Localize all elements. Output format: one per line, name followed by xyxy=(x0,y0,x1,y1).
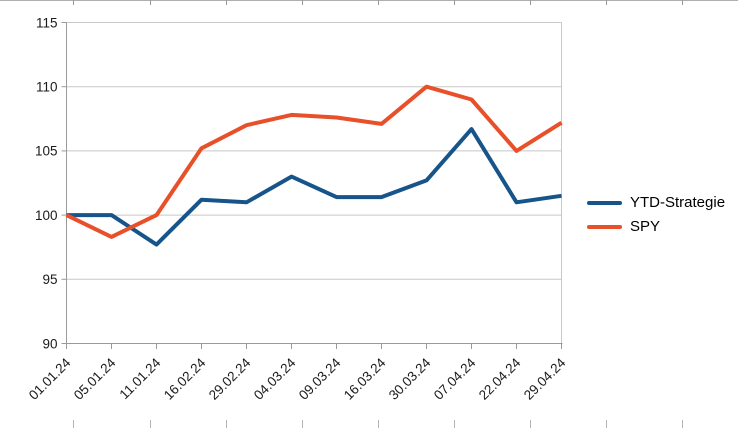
cell-border-tick-top xyxy=(378,0,379,5)
cell-border-tick-top xyxy=(226,0,227,5)
legend-swatch-ytd-strategie xyxy=(587,200,622,205)
cell-border-tick-bottom xyxy=(378,420,379,428)
cell-border-tick-bottom xyxy=(149,420,151,428)
series-line-spy[interactable] xyxy=(65,84,563,239)
x-axis-label-01.01.24: 01.01.24 xyxy=(26,355,74,403)
cell-border-tick-top xyxy=(681,0,683,5)
x-axis-label-29.02.24: 29.02.24 xyxy=(206,355,254,403)
cell-border-tick-top xyxy=(453,0,455,5)
series-line-ytd-strategie[interactable] xyxy=(66,127,562,247)
cell-border-tick-bottom xyxy=(529,420,531,428)
y-axis-label-115: 115 xyxy=(36,15,58,30)
y-axis-label-100: 100 xyxy=(35,208,58,223)
cell-border-tick-top xyxy=(302,0,303,5)
cell-border-tick-bottom xyxy=(302,420,303,428)
cell-border-tick-top xyxy=(149,0,151,5)
x-axis-label-29.04.24: 29.04.24 xyxy=(521,355,569,403)
legend-item-spy[interactable]: SPY xyxy=(587,216,725,237)
x-axis-label-09.03.24: 09.03.24 xyxy=(296,355,344,403)
legend-swatch-spy xyxy=(587,224,622,229)
y-axis-label-110: 110 xyxy=(36,80,58,95)
cell-border-tick-top xyxy=(73,0,74,5)
legend-label-spy: SPY xyxy=(630,218,661,235)
x-axis-label-07.04.24: 07.04.24 xyxy=(431,355,479,403)
x-axis-label-16.03.24: 16.03.24 xyxy=(341,355,389,403)
cell-border-tick-bottom xyxy=(681,420,683,428)
cell-border-tick-bottom xyxy=(73,420,74,428)
x-axis-label-30.03.24: 30.03.24 xyxy=(386,355,434,403)
x-axis-label-11.01.24: 11.01.24 xyxy=(117,355,164,402)
legend-label-ytd-strategie: YTD-Strategie xyxy=(630,194,726,211)
y-axis-label-105: 105 xyxy=(35,144,58,159)
x-axis-label-05.01.24: 05.01.24 xyxy=(71,355,119,403)
cell-border-tick-top xyxy=(529,0,531,5)
y-axis-label-95: 95 xyxy=(42,272,57,287)
legend: YTD-Strategie SPY xyxy=(587,192,725,237)
cell-border-tick-bottom xyxy=(453,420,455,428)
y-axis-label-90: 90 xyxy=(42,336,57,351)
cell-border-top xyxy=(0,0,738,1)
x-axis-label-16.02.24: 16.02.24 xyxy=(161,355,209,403)
x-axis-label-04.03.24: 04.03.24 xyxy=(251,355,299,403)
legend-item-ytd-strategie[interactable]: YTD-Strategie xyxy=(587,192,725,213)
cell-border-tick-top xyxy=(605,0,607,5)
x-axis-label-22.04.24: 22.04.24 xyxy=(476,355,524,403)
cell-border-tick-bottom xyxy=(226,420,227,428)
cell-border-tick-bottom xyxy=(605,420,607,428)
